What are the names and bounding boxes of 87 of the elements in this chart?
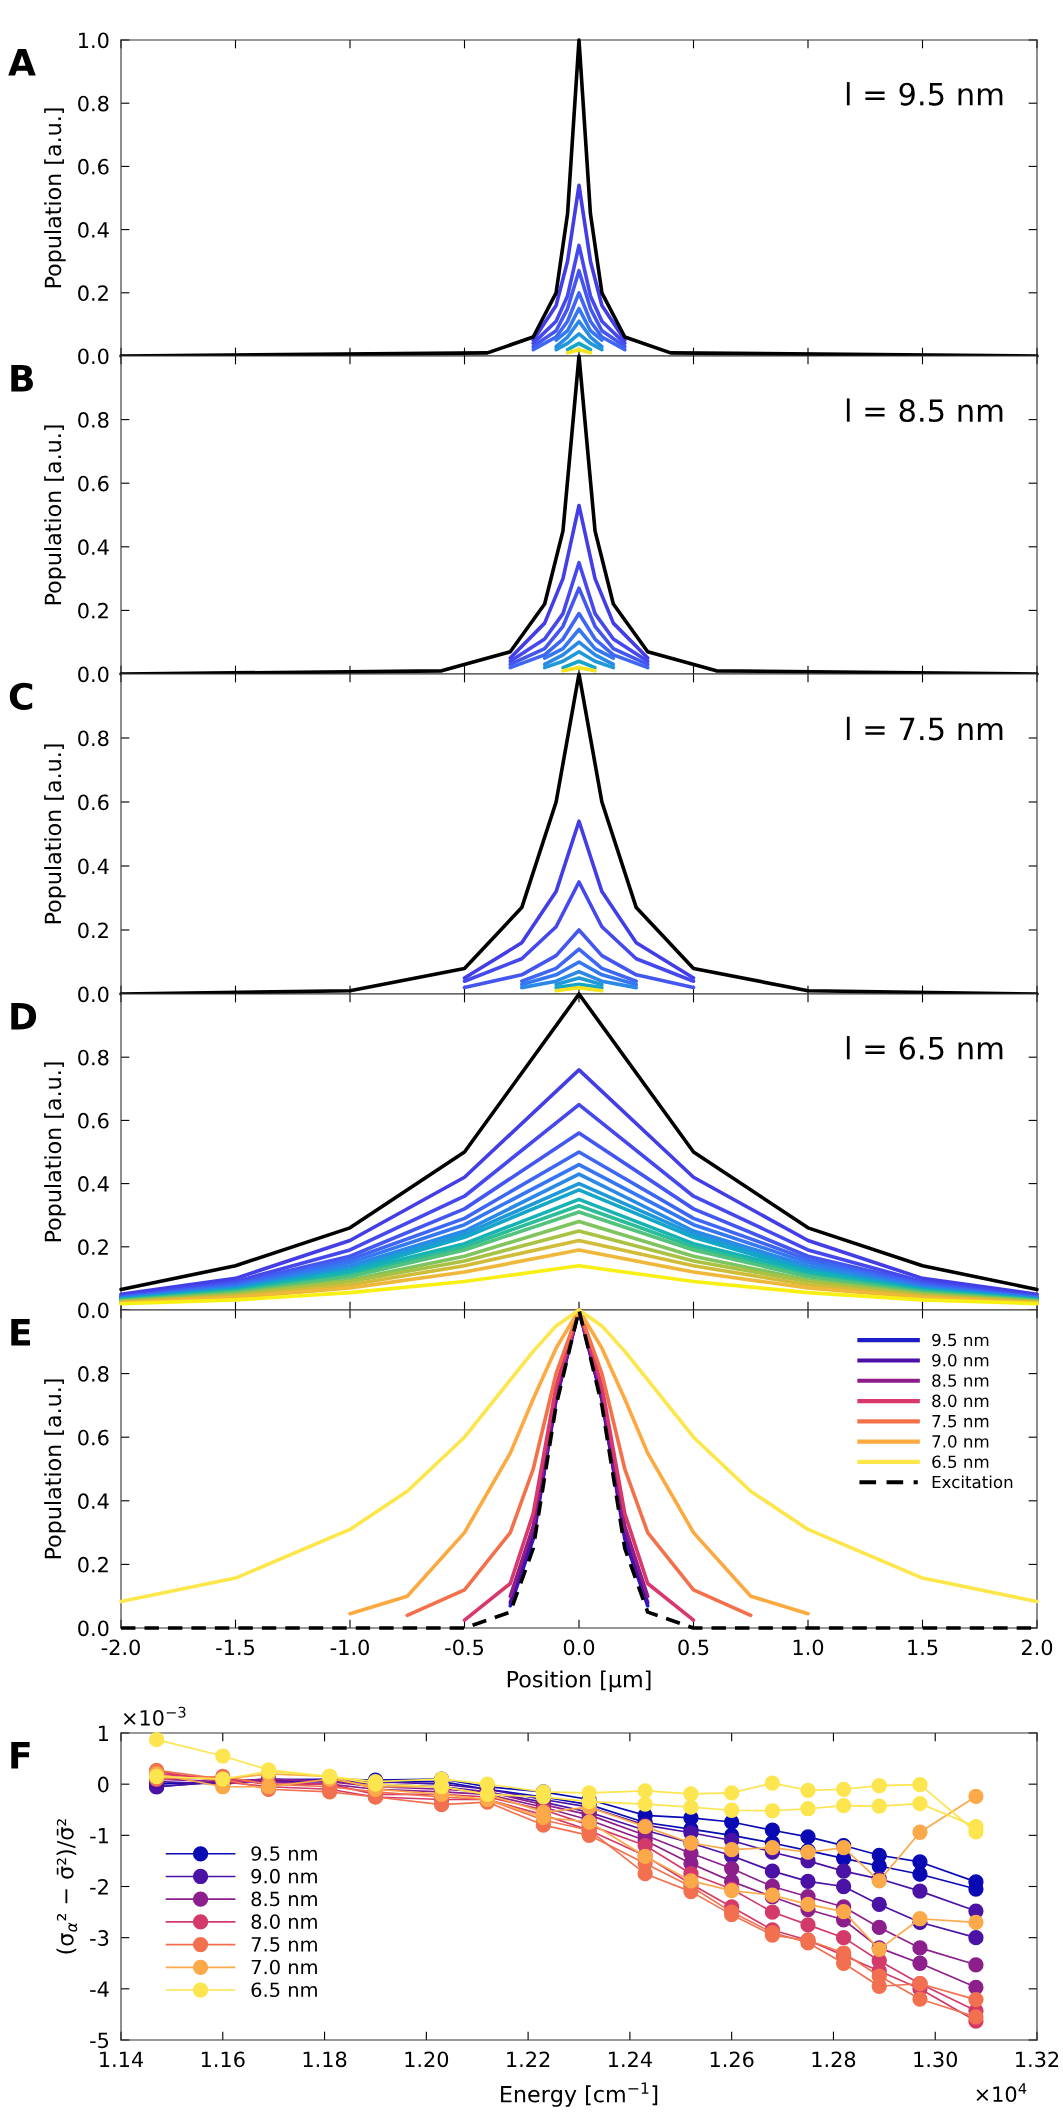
annotation: l = 8.5 nm [846, 398, 1003, 423]
legend-label: 7.5 nm [932, 1415, 989, 1428]
legend-label: 8.5 nm [251, 1891, 317, 1907]
x-tick-label: 0.5 [678, 1639, 709, 1656]
y-tick-label: 0.4 [78, 222, 109, 238]
x-tick-label: 1.20 [405, 2051, 449, 2068]
y-tick-label: -2 [90, 1878, 108, 1895]
x-tick-label: 1.22 [507, 2051, 550, 2067]
y-tick-label: 0.6 [78, 158, 109, 175]
y-axis-title: Population [a.u.] [44, 425, 66, 605]
text: ×10$^{−3}$ [123, 1706, 186, 1726]
legend-label: Excitation [932, 1475, 1013, 1489]
x-tick-label: 1.0 [793, 1639, 824, 1656]
y-tick-label: 1 [98, 1725, 108, 1741]
y-tick-label: 0.0 [78, 986, 109, 1003]
y-axis-title: Population [a.u.] [44, 744, 66, 924]
y-tick-label: 0.6 [78, 1112, 109, 1129]
x-tick-label: 1.5 [908, 1639, 938, 1656]
y-tick-label: 0 [98, 1776, 109, 1793]
y-tick-label: 0.4 [78, 858, 109, 875]
text: B [11, 365, 33, 392]
x-tick-label: 1.30 [914, 2051, 958, 2068]
y-tick-label: 0.2 [78, 922, 108, 939]
y-tick-label: 0.8 [78, 730, 109, 747]
legend-label: 8.0 nm [251, 1914, 317, 1929]
x-tick-label: 1.26 [710, 2051, 754, 2068]
text: C [9, 682, 33, 710]
legend-label: 7.5 nm [251, 1937, 317, 1952]
y-tick-label: 0.2 [78, 1556, 108, 1573]
text: A [8, 49, 36, 76]
text: ×10$^{4}$ [976, 2083, 1027, 2103]
x-axis-title: Energy [cm$^{−1}$] [501, 2082, 658, 2107]
x-tick-label: -1.0 [330, 1639, 369, 1656]
legend-label: 9.0 nm [932, 1353, 989, 1367]
y-tick-label: 0.2 [78, 285, 108, 302]
x-tick-label: -0.5 [445, 1639, 484, 1656]
y-tick-label: -1 [90, 1828, 108, 1844]
y-axis-title: Population [a.u.] [44, 1062, 66, 1242]
y-tick-label: 0.0 [78, 666, 109, 683]
legend-label: 7.0 nm [251, 1959, 317, 1975]
y-tick-label: 0.4 [78, 1493, 109, 1510]
x-tick-label: 2.0 [1021, 1639, 1053, 1656]
legend-label: 9.5 nm [932, 1333, 989, 1347]
x-axis-title: Position [µm] [507, 1670, 651, 1692]
y-tick-label: 0.0 [78, 348, 109, 365]
y-tick-label: 0.6 [78, 794, 109, 811]
y-tick-label: 0.2 [78, 602, 108, 619]
y-tick-label: 0.4 [78, 1176, 109, 1192]
y-tick-label: 0.8 [78, 412, 109, 428]
y-tick-label: -3 [90, 1930, 109, 1946]
y-tick-label: 0.8 [78, 1049, 109, 1066]
text: D [11, 1003, 37, 1030]
y-tick-label: -4 [90, 1981, 109, 1997]
legend-label: 9.5 nm [251, 1846, 317, 1861]
text: E [11, 1319, 31, 1346]
x-tick-label: -2.0 [101, 1639, 140, 1656]
annotation: l = 6.5 nm [846, 1036, 1003, 1060]
y-tick-label: 0.0 [78, 1620, 109, 1637]
legend-label: 6.5 nm [932, 1455, 989, 1469]
y-tick-label: 0.6 [78, 1429, 109, 1446]
x-tick-label: 1.14 [100, 2051, 144, 2067]
annotation: l = 7.5 nm [846, 716, 1003, 741]
y-axis-title: Population [a.u.] [44, 1379, 66, 1559]
legend-label: 8.0 nm [932, 1394, 989, 1408]
legend-label: 9.0 nm [251, 1868, 317, 1884]
y-tick-label: 0.4 [78, 539, 109, 556]
y-axis-title: (σ$_{α}$² − σ̄²)/σ̄² [56, 1819, 78, 1954]
x-tick-label: -1.5 [216, 1639, 255, 1656]
legend-label: 6.5 nm [251, 1982, 317, 1998]
y-tick-label: 0.6 [78, 475, 109, 492]
y-axis-title: Population [a.u.] [44, 108, 66, 288]
x-tick-label: 0.0 [563, 1639, 595, 1656]
y-tick-label: 0.0 [78, 1302, 109, 1319]
y-tick-label: 0.8 [78, 1366, 109, 1382]
x-tick-label: 1.28 [812, 2051, 856, 2068]
x-tick-label: 1.16 [201, 2051, 245, 2068]
y-tick-label: 0.2 [78, 1239, 108, 1256]
annotation: l = 9.5 nm [846, 82, 1003, 106]
y-tick-label: -5 [90, 2032, 109, 2049]
legend-label: 8.5 nm [932, 1374, 989, 1387]
x-tick-label: 1.18 [303, 2051, 347, 2068]
y-tick-label: 0.8 [78, 95, 109, 112]
x-tick-label: 1.24 [608, 2051, 652, 2067]
x-tick-label: 1.32 [1016, 2051, 1059, 2068]
y-tick-label: 1.0 [79, 32, 109, 49]
text: F [11, 1742, 30, 1769]
legend-label: 7.0 nm [932, 1435, 989, 1448]
